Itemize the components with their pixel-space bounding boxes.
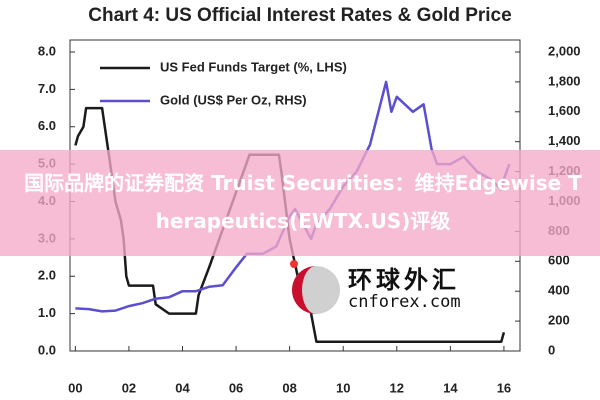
banner-text: 国际品牌的证券配资 Truist Securities：维持Edgewise T… [24,171,582,233]
x-tick-label: 10 [336,380,350,395]
legend-label: Gold (US$ Per Oz, RHS) [160,92,307,107]
legend-label: US Fed Funds Target (%, LHS) [160,59,347,74]
x-tick-label: 00 [68,380,82,395]
x-tick-label: 08 [282,380,296,395]
y-tick-label: 0.0 [38,342,56,357]
x-tick-label: 14 [443,380,458,395]
banner: 国际品牌的证券配资 Truist Securities：维持Edgewise T… [0,150,600,256]
y-tick-label: 7.0 [38,81,56,96]
y-tick-label: 1.0 [38,305,56,320]
y2-tick-label: 2,000 [548,43,581,58]
watermark-site: cnforex.com [348,292,461,312]
x-tick-label: 06 [229,380,243,395]
y2-tick-label: 1,600 [548,103,581,118]
x-tick-label: 04 [175,380,190,395]
chart-title: Chart 4: US Official Interest Rates & Go… [88,5,511,26]
y-tick-label: 6.0 [38,118,56,133]
y2-tick-label: 1,800 [548,73,581,88]
watermark-name: 环球外汇 [348,265,460,294]
watermark: 环球外汇 cnforex.com [290,258,490,318]
y2-tick-label: 600 [548,253,570,268]
x-tick-label: 16 [497,380,511,395]
x-tick-label: 12 [390,380,404,395]
y-tick-label: 2.0 [38,268,56,283]
y2-tick-label: 1,400 [548,133,581,148]
y2-tick-label: 200 [548,313,570,328]
y2-tick-label: 400 [548,283,570,298]
watermark-logo [290,260,340,314]
x-tick-label: 02 [122,380,136,395]
y-tick-label: 8.0 [38,43,56,58]
y2-tick-label: 0 [548,342,555,357]
